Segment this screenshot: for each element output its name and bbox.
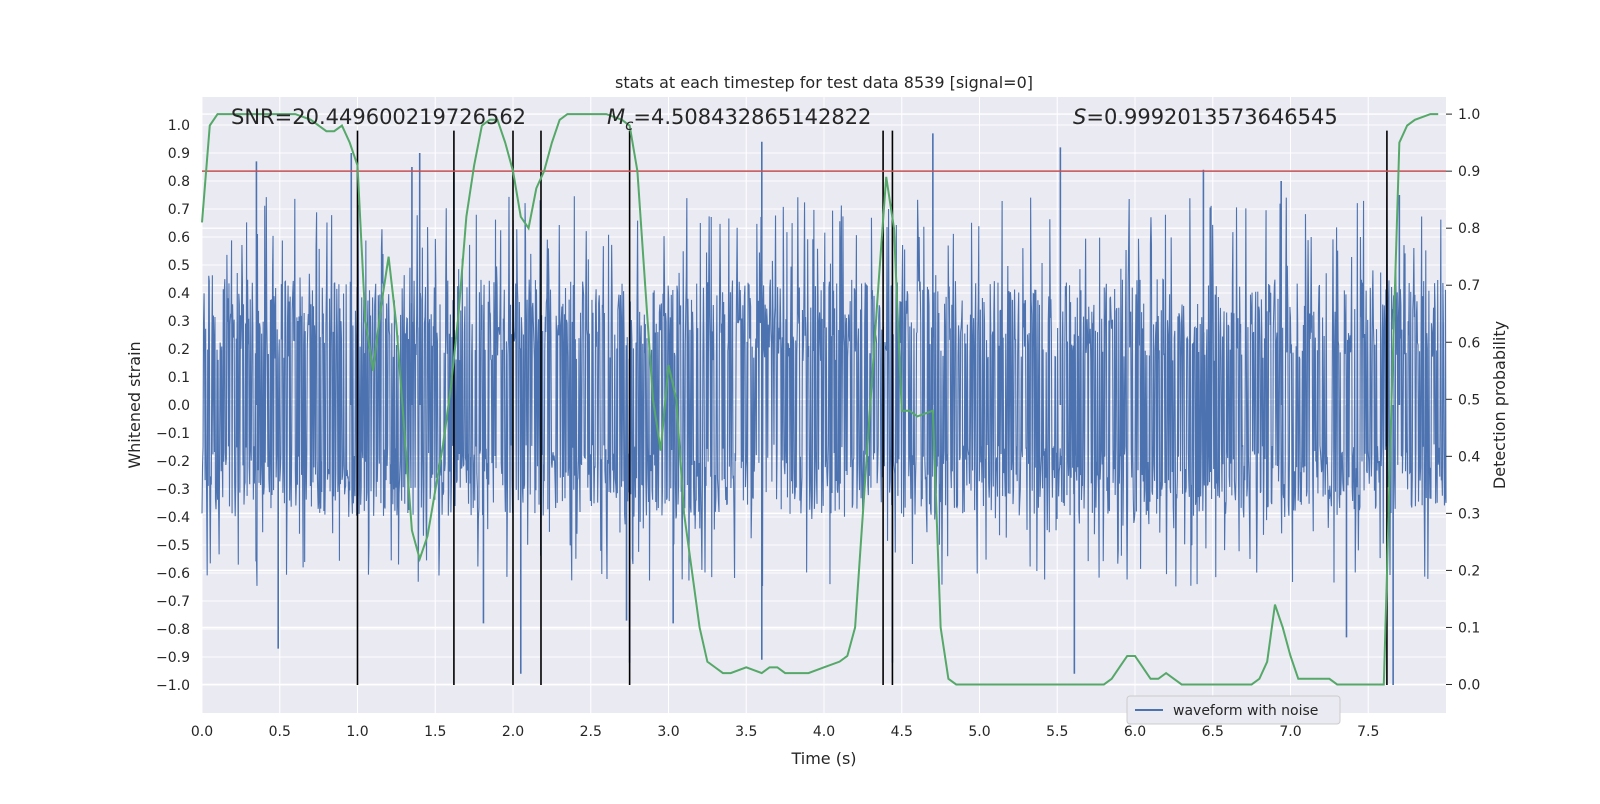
x-tick-label: 1.0 — [346, 724, 368, 740]
x-tick-label: 3.5 — [735, 724, 757, 740]
legend-box — [1126, 695, 1341, 725]
left-tick-label: 0.4 — [168, 286, 190, 302]
right-tick-label: 1.0 — [1458, 107, 1480, 123]
chirp-mass-annotation: Mc=4.508432865142822 — [607, 105, 871, 134]
left-tick-label: −0.1 — [156, 426, 190, 442]
y-axis-label-right: Detection probability — [1490, 321, 1509, 489]
x-tick-label: 5.0 — [968, 724, 990, 740]
left-tick-label: 0.7 — [168, 202, 190, 218]
snr-annotation: SNR=20.449600219726562 — [231, 105, 526, 129]
left-tick-label: −0.9 — [156, 650, 190, 666]
probability-series — [201, 113, 1439, 686]
x-tick-label: 4.0 — [813, 724, 835, 740]
chirp-mass-value: =4.508432865142822 — [633, 105, 871, 129]
left-tick-label: 0.9 — [168, 146, 190, 162]
waveform-line — [201, 195, 1447, 587]
right-tick-label: 0.7 — [1458, 278, 1480, 294]
left-tick-label: −0.8 — [156, 622, 190, 638]
x-tick-label: 1.5 — [424, 724, 446, 740]
left-tick-label: −0.4 — [156, 510, 190, 526]
x-tick-label: 6.0 — [1124, 724, 1146, 740]
x-tick-labels: 0.0 0.5 1.0 1.5 2.0 2.5 3.0 3.5 4.0 4.5 5.0 5.5 6.0 6… — [191, 724, 1380, 740]
y-axis-label-left: Whitened strain — [125, 341, 144, 468]
left-tick-label: −0.5 — [156, 538, 190, 554]
x-tick-label: 7.0 — [1279, 724, 1301, 740]
left-tick-label: −0.6 — [156, 566, 190, 582]
right-tick-label: 0.4 — [1458, 449, 1480, 465]
left-tick-label: −0.7 — [156, 594, 190, 610]
x-tick-label: 3.0 — [657, 724, 679, 740]
left-tick-label: 0.3 — [168, 314, 190, 330]
legend-entry-waveform: waveform with noise — [1173, 703, 1318, 719]
right-tick-labels: 1.0 0.9 0.8 0.7 0.6 0.5 0.4 0.3 0.2 0.1 0.0 — [1446, 107, 1480, 693]
x-tick-label: 6.5 — [1202, 724, 1224, 740]
s-annotation: S=0.9992013573646545 — [1073, 105, 1338, 129]
right-tick-label: 0.5 — [1458, 392, 1480, 408]
chirp-mass-symbol: M — [607, 105, 625, 129]
legend: waveform with noise — [1126, 695, 1341, 725]
right-tick-label: 0.6 — [1458, 335, 1480, 351]
left-tick-label: −0.2 — [156, 454, 190, 470]
left-tick-label: 0.0 — [168, 398, 190, 414]
left-tick-label: 1.0 — [168, 118, 190, 134]
x-tick-label: 7.5 — [1357, 724, 1379, 740]
s-symbol: S — [1073, 105, 1086, 129]
x-axis-label: Time (s) — [790, 749, 856, 768]
left-tick-label: −1.0 — [156, 678, 190, 694]
x-tick-label: 4.5 — [891, 724, 913, 740]
x-tick-label: 2.5 — [580, 724, 602, 740]
left-tick-label: 0.2 — [168, 342, 190, 358]
chirp-mass-subscript: c — [625, 116, 634, 134]
s-value: =0.9992013573646545 — [1086, 105, 1337, 129]
left-tick-label: −0.3 — [156, 482, 190, 498]
x-tick-label: 0.5 — [269, 724, 291, 740]
right-tick-label: 0.3 — [1458, 506, 1480, 522]
probability-line — [201, 113, 1439, 686]
left-tick-label: 0.1 — [168, 370, 190, 386]
left-tick-labels: 1.0 0.9 0.8 0.7 0.6 0.5 0.4 0.3 0.2 0.1 0.0 −0.1 −0.… — [156, 118, 190, 694]
right-tick-label: 0.9 — [1458, 164, 1480, 180]
x-tick-label: 5.5 — [1046, 724, 1068, 740]
left-tick-label: 0.8 — [168, 174, 190, 190]
right-tick-label: 0.1 — [1458, 620, 1480, 636]
x-tick-label: 0.0 — [191, 724, 213, 740]
right-tick-label: 0.8 — [1458, 221, 1480, 237]
x-tick-label: 2.0 — [502, 724, 524, 740]
right-tick-label: 0.2 — [1458, 563, 1480, 579]
left-tick-label: 0.5 — [168, 258, 190, 274]
chart-title: stats at each timestep for test data 853… — [615, 73, 1033, 92]
right-tick-label: 0.0 — [1458, 677, 1480, 693]
left-tick-label: 0.6 — [168, 230, 190, 246]
